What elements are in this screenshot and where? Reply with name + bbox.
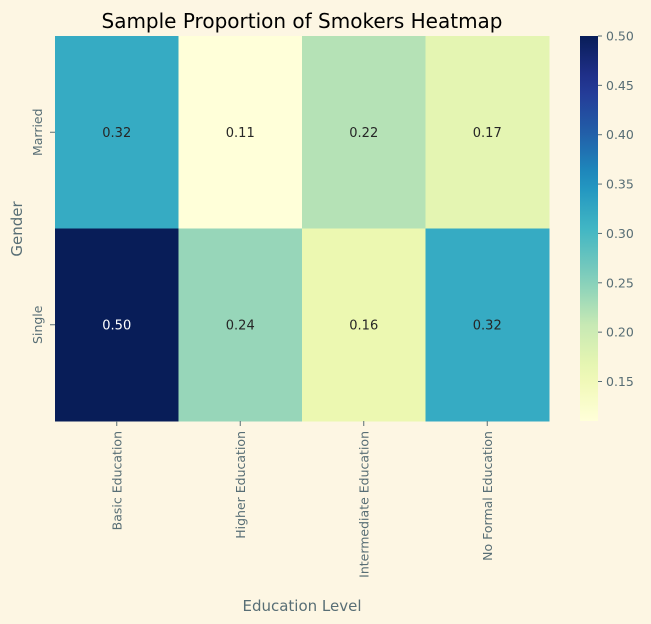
y-axis-ticks: Married Single <box>30 108 55 344</box>
cell-value-label: 0.22 <box>349 126 378 141</box>
heatmap-cell <box>425 228 550 422</box>
cell-value-label: 0.11 <box>226 126 255 141</box>
x-tick-label: Basic Education <box>109 431 124 530</box>
colorbar-tick-label: 0.15 <box>606 374 634 389</box>
x-axis-ticks: Basic Education Higher Education Intermedi… <box>109 421 495 578</box>
colorbar <box>580 36 598 421</box>
colorbar-tick-label: 0.20 <box>606 325 634 340</box>
heatmap-cell <box>178 228 303 422</box>
heatmap-cell <box>302 228 426 422</box>
heatmap-cell <box>55 36 179 229</box>
y-axis-label: Gender <box>8 201 26 257</box>
heatmap-cells: 0.32 0.11 0.22 0.17 0.50 0.24 0.16 0.32 <box>55 36 550 422</box>
y-tick-label: Single <box>30 305 45 344</box>
colorbar-tick-label: 0.35 <box>606 177 634 192</box>
cell-value-label: 0.17 <box>473 126 502 141</box>
heatmap-cell <box>55 228 179 422</box>
cell-value-label: 0.32 <box>102 126 131 141</box>
heatmap-cell <box>178 36 303 229</box>
x-tick-label: No Formal Education <box>480 431 495 561</box>
x-tick-label: Intermediate Education <box>356 431 371 578</box>
colorbar-tick-label: 0.50 <box>606 29 634 44</box>
x-tick-label: Higher Education <box>233 431 248 539</box>
x-axis-label: Education Level <box>242 597 361 615</box>
heatmap-cell <box>302 36 426 229</box>
cell-value-label: 0.16 <box>349 318 378 333</box>
colorbar-ticks: 0.15 0.20 0.25 0.30 0.35 0.40 0.45 0.50 <box>598 29 634 389</box>
heatmap-cell <box>425 36 550 229</box>
colorbar-tick-label: 0.30 <box>606 226 634 241</box>
chart-title: Sample Proportion of Smokers Heatmap <box>102 9 503 33</box>
colorbar-tick-label: 0.25 <box>606 275 634 290</box>
y-tick-label: Married <box>30 108 45 156</box>
cell-value-label: 0.50 <box>102 318 131 333</box>
cell-value-label: 0.32 <box>473 318 502 333</box>
colorbar-tick-label: 0.45 <box>606 78 634 93</box>
colorbar-tick-label: 0.40 <box>606 127 634 142</box>
cell-value-label: 0.24 <box>226 318 255 333</box>
